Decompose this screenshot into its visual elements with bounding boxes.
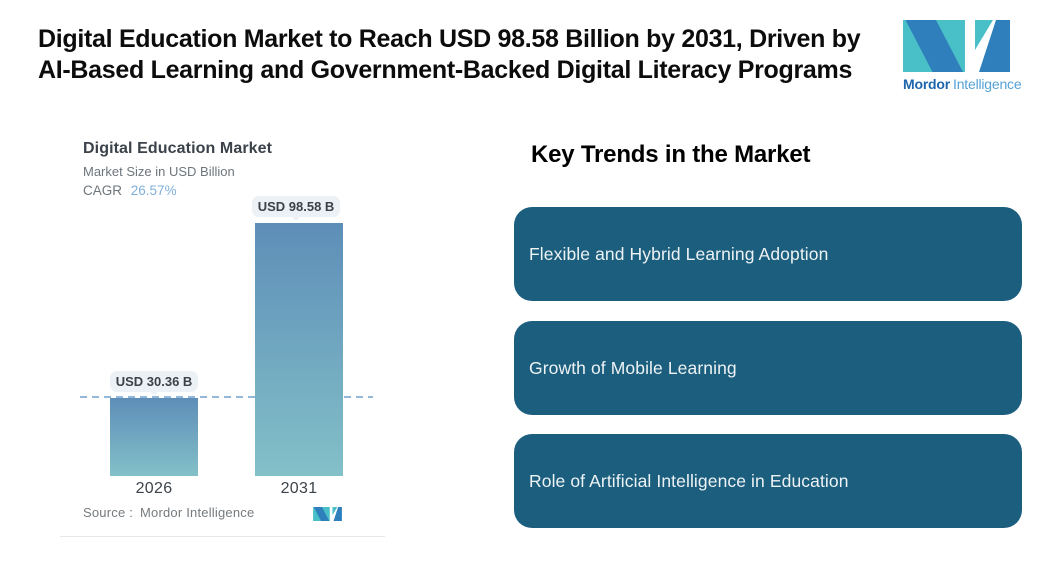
mordor-intelligence-logo: Mordor Intelligence: [903, 20, 1048, 92]
logo-wordmark: Mordor Intelligence: [903, 76, 1048, 92]
page-title: Digital Education Market to Reach USD 98…: [38, 24, 888, 86]
trend-card-label: Role of Artificial Intelligence in Educa…: [529, 470, 849, 491]
trend-card-label: Flexible and Hybrid Learning Adoption: [529, 243, 829, 264]
page-title-line1: Digital Education Market to Reach USD 98…: [38, 25, 861, 53]
page-title-line2: AI-Based Learning and Government-Backed …: [38, 56, 853, 84]
logo-word-intelligence: Intelligence: [953, 76, 1022, 92]
logo-word-mordor: Mordor: [903, 76, 951, 92]
trend-card: Flexible and Hybrid Learning Adoption: [514, 207, 1022, 301]
trend-card-label: Growth of Mobile Learning: [529, 357, 737, 378]
trend-card: Role of Artificial Intelligence in Educa…: [514, 434, 1022, 528]
chart-cagr: CAGR 26.57%: [83, 183, 177, 198]
bar-value-pill: USD 98.58 B: [252, 196, 340, 221]
source-value: Mordor Intelligence: [140, 505, 255, 520]
x-axis-label-2026: 2026: [135, 480, 173, 497]
trends-heading: Key Trends in the Market: [531, 141, 811, 168]
mordor-intelligence-mark-small-icon: [313, 507, 342, 521]
chart-title: Digital Education Market: [83, 140, 273, 157]
cagr-label: CAGR: [83, 183, 123, 198]
bar: [110, 398, 198, 476]
chart-bottom-divider: [60, 536, 385, 537]
cagr-value: 26.57%: [130, 183, 177, 198]
trend-card: Growth of Mobile Learning: [514, 321, 1022, 415]
chart-source: Source : Mordor Intelligence: [83, 505, 254, 520]
x-axis-label-2031: 2031: [280, 480, 318, 497]
market-size-chart: Digital Education Market Market Size in …: [60, 128, 390, 558]
bar-plot-area: USD 30.36 B USD 98.58 B: [60, 196, 390, 476]
source-label: Source :: [83, 505, 134, 520]
cagr-dashed-line: [80, 396, 373, 398]
mordor-intelligence-mark-icon: [903, 20, 1010, 72]
bar-value-pill: USD 30.36 B: [110, 371, 198, 396]
bar: [255, 223, 343, 476]
chart-subtitle: Market Size in USD Billion: [83, 164, 235, 179]
